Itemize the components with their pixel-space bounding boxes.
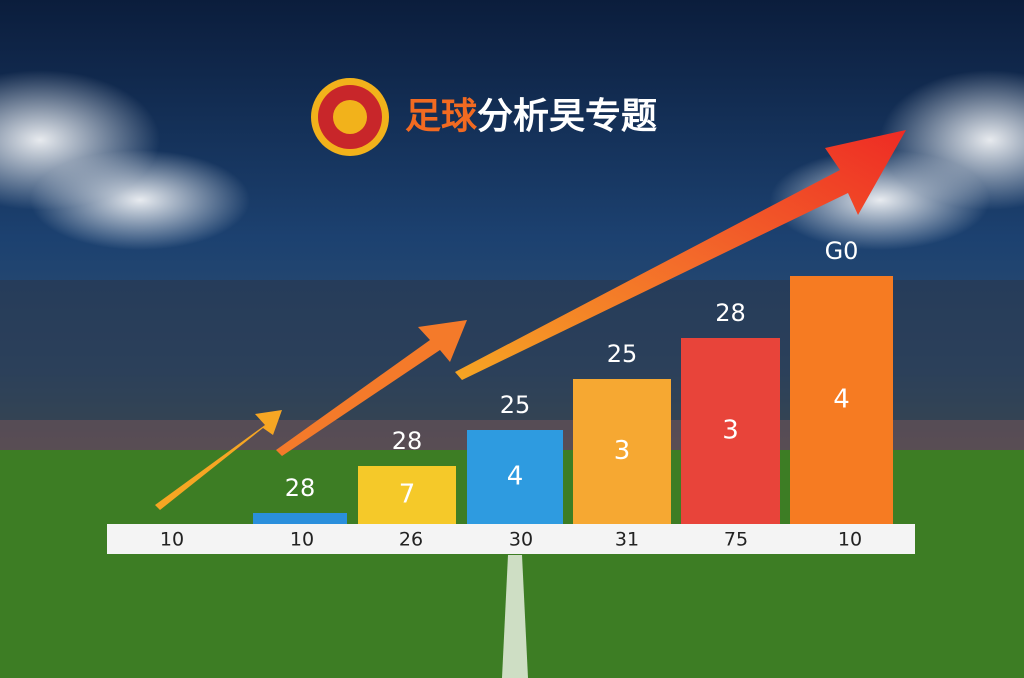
arrow bbox=[276, 320, 467, 456]
bar-top-label: 25 bbox=[607, 340, 638, 368]
base-label: 26 bbox=[399, 529, 423, 551]
bar-top-label: 28 bbox=[285, 474, 316, 502]
bar-inner-label: 4 bbox=[507, 462, 524, 492]
base-strip bbox=[107, 524, 915, 554]
bar-inner-label: 4 bbox=[833, 385, 850, 415]
arrow bbox=[155, 410, 282, 510]
bar bbox=[253, 513, 347, 524]
bar-top-label: 28 bbox=[392, 427, 423, 455]
bar bbox=[681, 338, 780, 524]
base-label: 10 bbox=[290, 529, 314, 551]
bar bbox=[573, 379, 671, 524]
title-accent: 足球 bbox=[405, 96, 478, 137]
logo bbox=[311, 78, 389, 156]
bar-top-label: 28 bbox=[715, 299, 746, 327]
arrow bbox=[455, 130, 906, 380]
bar bbox=[467, 430, 563, 524]
pitch-line bbox=[502, 555, 528, 678]
bar-inner-label: 3 bbox=[614, 436, 631, 466]
base-label: 10 bbox=[160, 529, 184, 551]
bar-top-label: G0 bbox=[825, 237, 859, 265]
base-label: 30 bbox=[509, 529, 533, 551]
title-rest: 分析旲专题 bbox=[477, 96, 657, 137]
bars: 28 28 7 25 4 25 3 28 3 G0 4 bbox=[253, 237, 893, 524]
bar bbox=[790, 276, 893, 524]
bar-top-label: 25 bbox=[500, 391, 531, 419]
title: 足球分析旲专题 bbox=[405, 96, 657, 137]
floodlight bbox=[770, 150, 990, 250]
base-label: 75 bbox=[724, 529, 748, 551]
floodlight bbox=[30, 150, 250, 250]
bar-inner-label: 7 bbox=[399, 480, 416, 510]
bar-inner-label: 3 bbox=[722, 416, 739, 446]
bar bbox=[358, 466, 456, 524]
base-label: 31 bbox=[615, 529, 639, 551]
base-labels: 10 10 26 30 31 75 10 bbox=[160, 529, 862, 551]
base-label: 10 bbox=[838, 529, 862, 551]
